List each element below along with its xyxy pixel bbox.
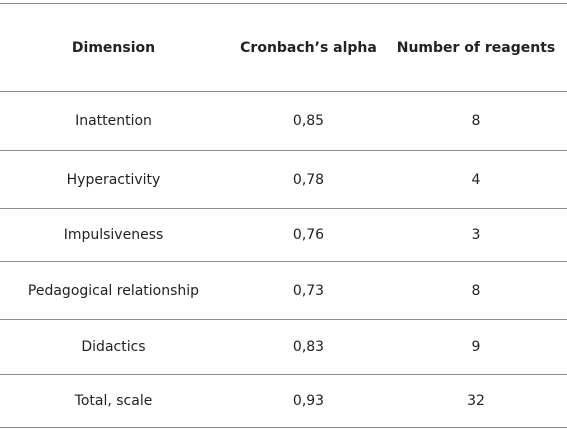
table-row: Pedagogical relationship 0,73 8 <box>0 262 567 319</box>
table-rule <box>0 91 567 92</box>
cell-reagents: 3 <box>471 227 481 243</box>
table-row: Didactics 0,83 9 <box>0 320 567 374</box>
table-rule <box>0 150 567 151</box>
cell-reagents: 4 <box>471 171 481 188</box>
cell-alpha: 0,83 <box>292 339 325 355</box>
table-rule <box>0 374 567 375</box>
table-top-rule <box>0 3 567 4</box>
cell-reagents: 8 <box>471 282 481 299</box>
table-rule <box>0 261 567 262</box>
cell-alpha: 0,76 <box>292 227 325 243</box>
cell-alpha: 0,93 <box>292 393 325 409</box>
table-row: Inattention 0,85 8 <box>0 92 567 150</box>
cell-dimension: Impulsiveness <box>63 227 164 243</box>
table-rule <box>0 208 567 209</box>
table-header-row: Dimension Cronbach’s alpha Number of rea… <box>0 4 567 91</box>
table-row: Impulsiveness 0,76 3 <box>0 209 567 261</box>
table-bottom-rule <box>0 427 567 428</box>
cell-reagents: 9 <box>471 339 481 355</box>
header-cronbach-alpha: Cronbach’s alpha <box>240 39 377 56</box>
cell-dimension: Didactics <box>81 339 146 355</box>
header-number-of-reagents: Number of reagents <box>396 39 556 56</box>
table-row: Hyperactivity 0,78 4 <box>0 151 567 208</box>
cell-alpha: 0,85 <box>292 113 325 129</box>
cell-dimension: Inattention <box>75 113 152 129</box>
cell-alpha: 0,78 <box>292 171 325 188</box>
header-dimension: Dimension <box>71 39 156 56</box>
cell-reagents: 8 <box>471 113 481 129</box>
cell-reagents: 32 <box>467 393 485 409</box>
table-rule <box>0 319 567 320</box>
cell-dimension: Hyperactivity <box>66 171 161 188</box>
cell-alpha: 0,73 <box>292 282 325 299</box>
table-row: Total, scale 0,93 32 <box>0 375 567 427</box>
cell-dimension: Total, scale <box>74 393 153 409</box>
cell-dimension: Pedagogical relationship <box>27 282 200 299</box>
